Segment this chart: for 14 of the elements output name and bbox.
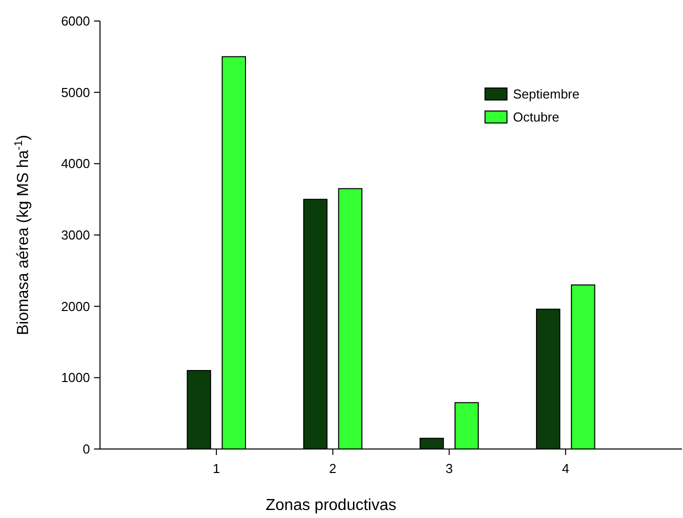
- y-tick-label: 0: [82, 442, 90, 457]
- x-tick-label: 4: [562, 461, 570, 476]
- y-tick-label: 3000: [61, 228, 90, 243]
- x-tick-label: 2: [329, 461, 336, 476]
- y-tick-label: 5000: [61, 84, 90, 100]
- y-tick-label: 1000: [61, 370, 90, 386]
- x-axis-title: Zonas productivas: [266, 497, 396, 514]
- y-tick-label: 4000: [61, 156, 90, 172]
- y-tick-label: 6000: [61, 14, 90, 29]
- legend-label: Octubre: [513, 110, 560, 125]
- legend-label: Septiembre: [513, 86, 580, 102]
- x-tick-label: 1: [212, 461, 220, 476]
- x-tick-label: 3: [446, 461, 453, 476]
- y-tick-label: 2000: [61, 298, 90, 314]
